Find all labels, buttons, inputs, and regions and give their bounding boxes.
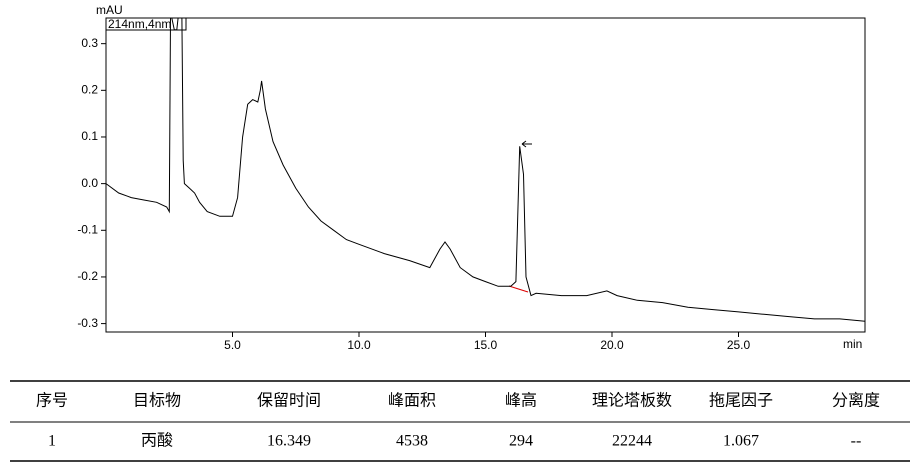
legend-box	[105, 17, 187, 31]
column-header: 分离度	[832, 392, 880, 410]
column-header: 序号	[36, 392, 68, 410]
column-header: 保留时间	[257, 392, 321, 410]
x-tick-label: 25.0	[727, 338, 751, 352]
column-header: 目标物	[133, 392, 181, 410]
plot-frame	[105, 17, 866, 333]
y-axis-label: mAU	[96, 3, 123, 17]
y-tick-label: -0.3	[77, 316, 98, 330]
table-cell: 294	[509, 433, 533, 450]
table-cell: 22244	[612, 433, 652, 450]
column-header: 峰高	[505, 392, 537, 410]
y-tick-label: -0.1	[77, 222, 98, 236]
x-axis-label: min	[843, 337, 862, 351]
column-header: 峰面积	[388, 392, 436, 410]
trace	[105, 17, 866, 322]
table-cell: 16.349	[267, 433, 311, 450]
y-tick-label: 0.2	[81, 82, 98, 96]
y-tick-label: 0.0	[81, 176, 98, 190]
legend-label: 214nm,4nm	[108, 17, 171, 31]
table-cell: 丙酸	[141, 432, 173, 450]
x-tick-label: 15.0	[474, 338, 498, 352]
table-cell: 1	[48, 433, 56, 450]
x-tick-label: 5.0	[224, 338, 241, 352]
table-cell: 1.067	[723, 433, 759, 450]
table-cell: 4538	[396, 433, 428, 450]
column-header: 理论塔板数	[592, 392, 672, 410]
baseline-marker	[508, 285, 529, 293]
y-tick-label: -0.2	[77, 269, 98, 283]
table-cell: --	[851, 433, 862, 450]
peak-marker	[521, 140, 532, 148]
table: 序号 目标物 保留时间 峰面积 峰高 理论塔板数 拖尾因子 分离度 1 丙酸 16.349 4538 2…	[10, 380, 910, 462]
y-tick-label: 0.1	[81, 129, 98, 143]
column-header: 拖尾因子	[709, 392, 773, 410]
x-tick-label: 10.0	[347, 338, 371, 352]
y-tick-label: 0.3	[81, 36, 98, 50]
x-tick-label: 20.0	[600, 338, 624, 352]
